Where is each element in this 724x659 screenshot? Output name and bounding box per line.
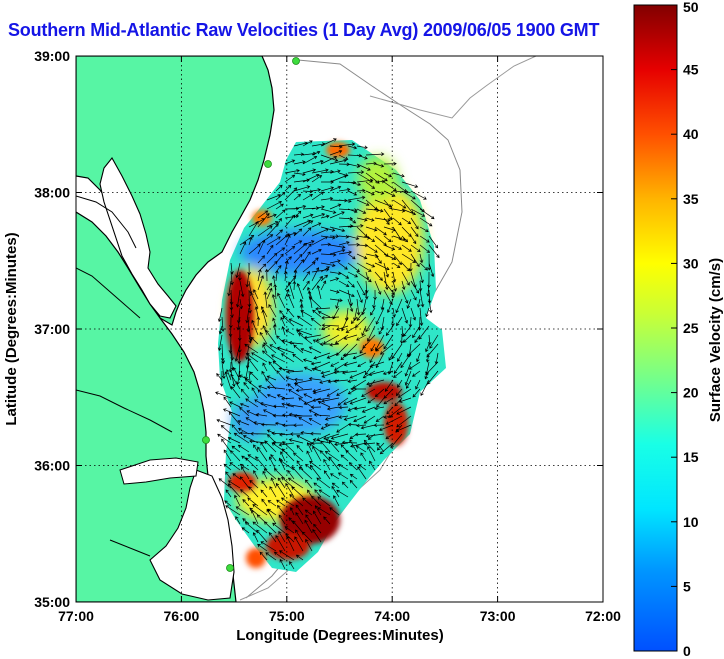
x-tick-label: 76:00 [163,608,199,624]
speed-patch-orange-southwest [246,548,266,568]
speed-patch-orange-north [326,142,350,158]
velocity-vectors [215,138,440,570]
colorbar-gradient [633,4,678,652]
colorbar-ticks [671,69,677,587]
speed-patch-red-center [366,382,402,402]
map-grid [76,56,603,602]
map-axes: 77:00 76:00 75:00 74:00 73:00 72:00 39:0… [3,48,621,644]
x-tick-label: 73:00 [480,608,516,624]
river-estuary-2 [76,267,141,319]
colorbar-tick-label: 50 [683,0,699,15]
pamlico-sound [149,469,235,601]
river-estuary-4 [109,539,151,557]
speed-patch-darkred-south [280,496,340,544]
y-axis-label: Latitude (Degrees:Minutes) [3,232,20,425]
x-tick-label: 72:00 [585,608,621,624]
y-tick-label: 39:00 [34,48,70,64]
x-tick-label: 77:00 [58,608,94,624]
velocity-field [215,138,446,572]
river-estuary-3 [76,389,173,433]
radar-station-marker [226,564,234,572]
colorbar-tick-label: 30 [683,255,699,271]
colorbar-tick-label: 25 [683,320,699,336]
colorbar-tick-label: 15 [683,449,699,465]
x-axis-label: Longitude (Degrees:Minutes) [236,627,444,644]
radar-station-marker [292,57,300,65]
radar-station-marker [202,436,210,444]
y-tick-label: 38:00 [34,185,70,201]
colorbar-tick-label: 45 [683,62,699,78]
albemarle-sound [119,457,199,485]
axis-ticks [76,56,603,602]
x-tick-label: 75:00 [269,608,305,624]
y-tick-label: 36:00 [34,458,70,474]
colorbar: 0 5 10 15 20 25 30 35 40 45 50 Surface V… [633,0,724,659]
speed-patch-red-west [226,270,254,362]
colorbar-tick-label: 40 [683,126,699,142]
colorbar-tick-label: 0 [683,643,691,659]
colorbar-tick-label: 5 [683,578,691,594]
x-tick-label: 74:00 [374,608,410,624]
radar-stations [202,57,300,572]
chesapeake-bay [99,157,177,319]
river-estuary-1 [76,195,137,249]
y-tick-label: 37:00 [34,321,70,337]
colorbar-label: Surface Velocity (cm/s) [707,258,724,422]
colorbar-tick-label: 35 [683,191,699,207]
radar-station-marker [264,160,272,168]
speed-patch-red-east [384,402,408,446]
speed-patch-blue-mid [254,374,346,434]
speed-patch-red-south [266,532,310,560]
colorbar-tick-label: 20 [683,385,699,401]
bathymetry-contour-2 [369,56,537,119]
map-title: Southern Mid-Atlantic Raw Velocities (1 … [8,20,600,40]
y-tick-label: 35:00 [34,594,70,610]
velocity-arrow-set [215,138,440,570]
colorbar-tick-label: 10 [683,514,699,530]
